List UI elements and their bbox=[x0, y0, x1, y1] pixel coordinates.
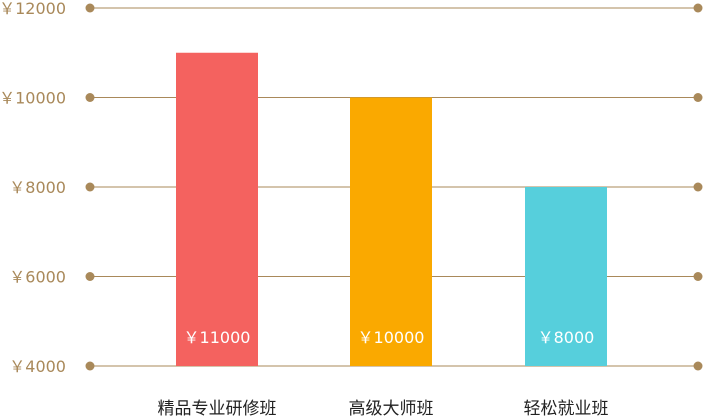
gridline-left-dot bbox=[85, 361, 95, 371]
y-tick-label: ￥8000 bbox=[9, 178, 66, 197]
bar bbox=[525, 187, 607, 366]
gridline-left-dot bbox=[85, 272, 95, 281]
gridline-right-dot bbox=[693, 93, 703, 102]
x-tick-label: 精品专业研修班 bbox=[158, 399, 277, 417]
bar-value-label: ￥11000 bbox=[184, 328, 251, 347]
gridline-right-dot bbox=[693, 182, 703, 192]
gridline-right-dot bbox=[693, 361, 703, 371]
gridline-right-dot bbox=[693, 272, 703, 281]
gridline-left-dot bbox=[85, 93, 95, 102]
bars bbox=[176, 52, 607, 366]
y-tick-label: ￥4000 bbox=[9, 357, 66, 376]
x-tick-label: 轻松就业班 bbox=[524, 399, 609, 417]
gridline-left-dot bbox=[85, 3, 95, 13]
y-tick-label: ￥6000 bbox=[9, 268, 66, 287]
bar-value-label: ￥8000 bbox=[538, 328, 595, 347]
y-axis-ticks: ￥4000 ￥6000 ￥8000 ￥10000 ￥12000 bbox=[0, 0, 66, 376]
y-tick-label: ￥12000 bbox=[0, 0, 66, 18]
bar-value-label: ￥10000 bbox=[358, 328, 425, 347]
bar bbox=[350, 97, 432, 366]
bar bbox=[176, 52, 258, 366]
data-labels: ￥11000 ￥10000 ￥8000 bbox=[184, 328, 595, 347]
x-tick-label: 高级大师班 bbox=[349, 399, 434, 417]
x-axis-ticks: 精品专业研修班 高级大师班 轻松就业班 bbox=[158, 399, 609, 417]
y-tick-label: ￥10000 bbox=[0, 89, 66, 108]
gridline-right-dot bbox=[693, 3, 703, 13]
gridline-left-dot bbox=[85, 182, 95, 192]
